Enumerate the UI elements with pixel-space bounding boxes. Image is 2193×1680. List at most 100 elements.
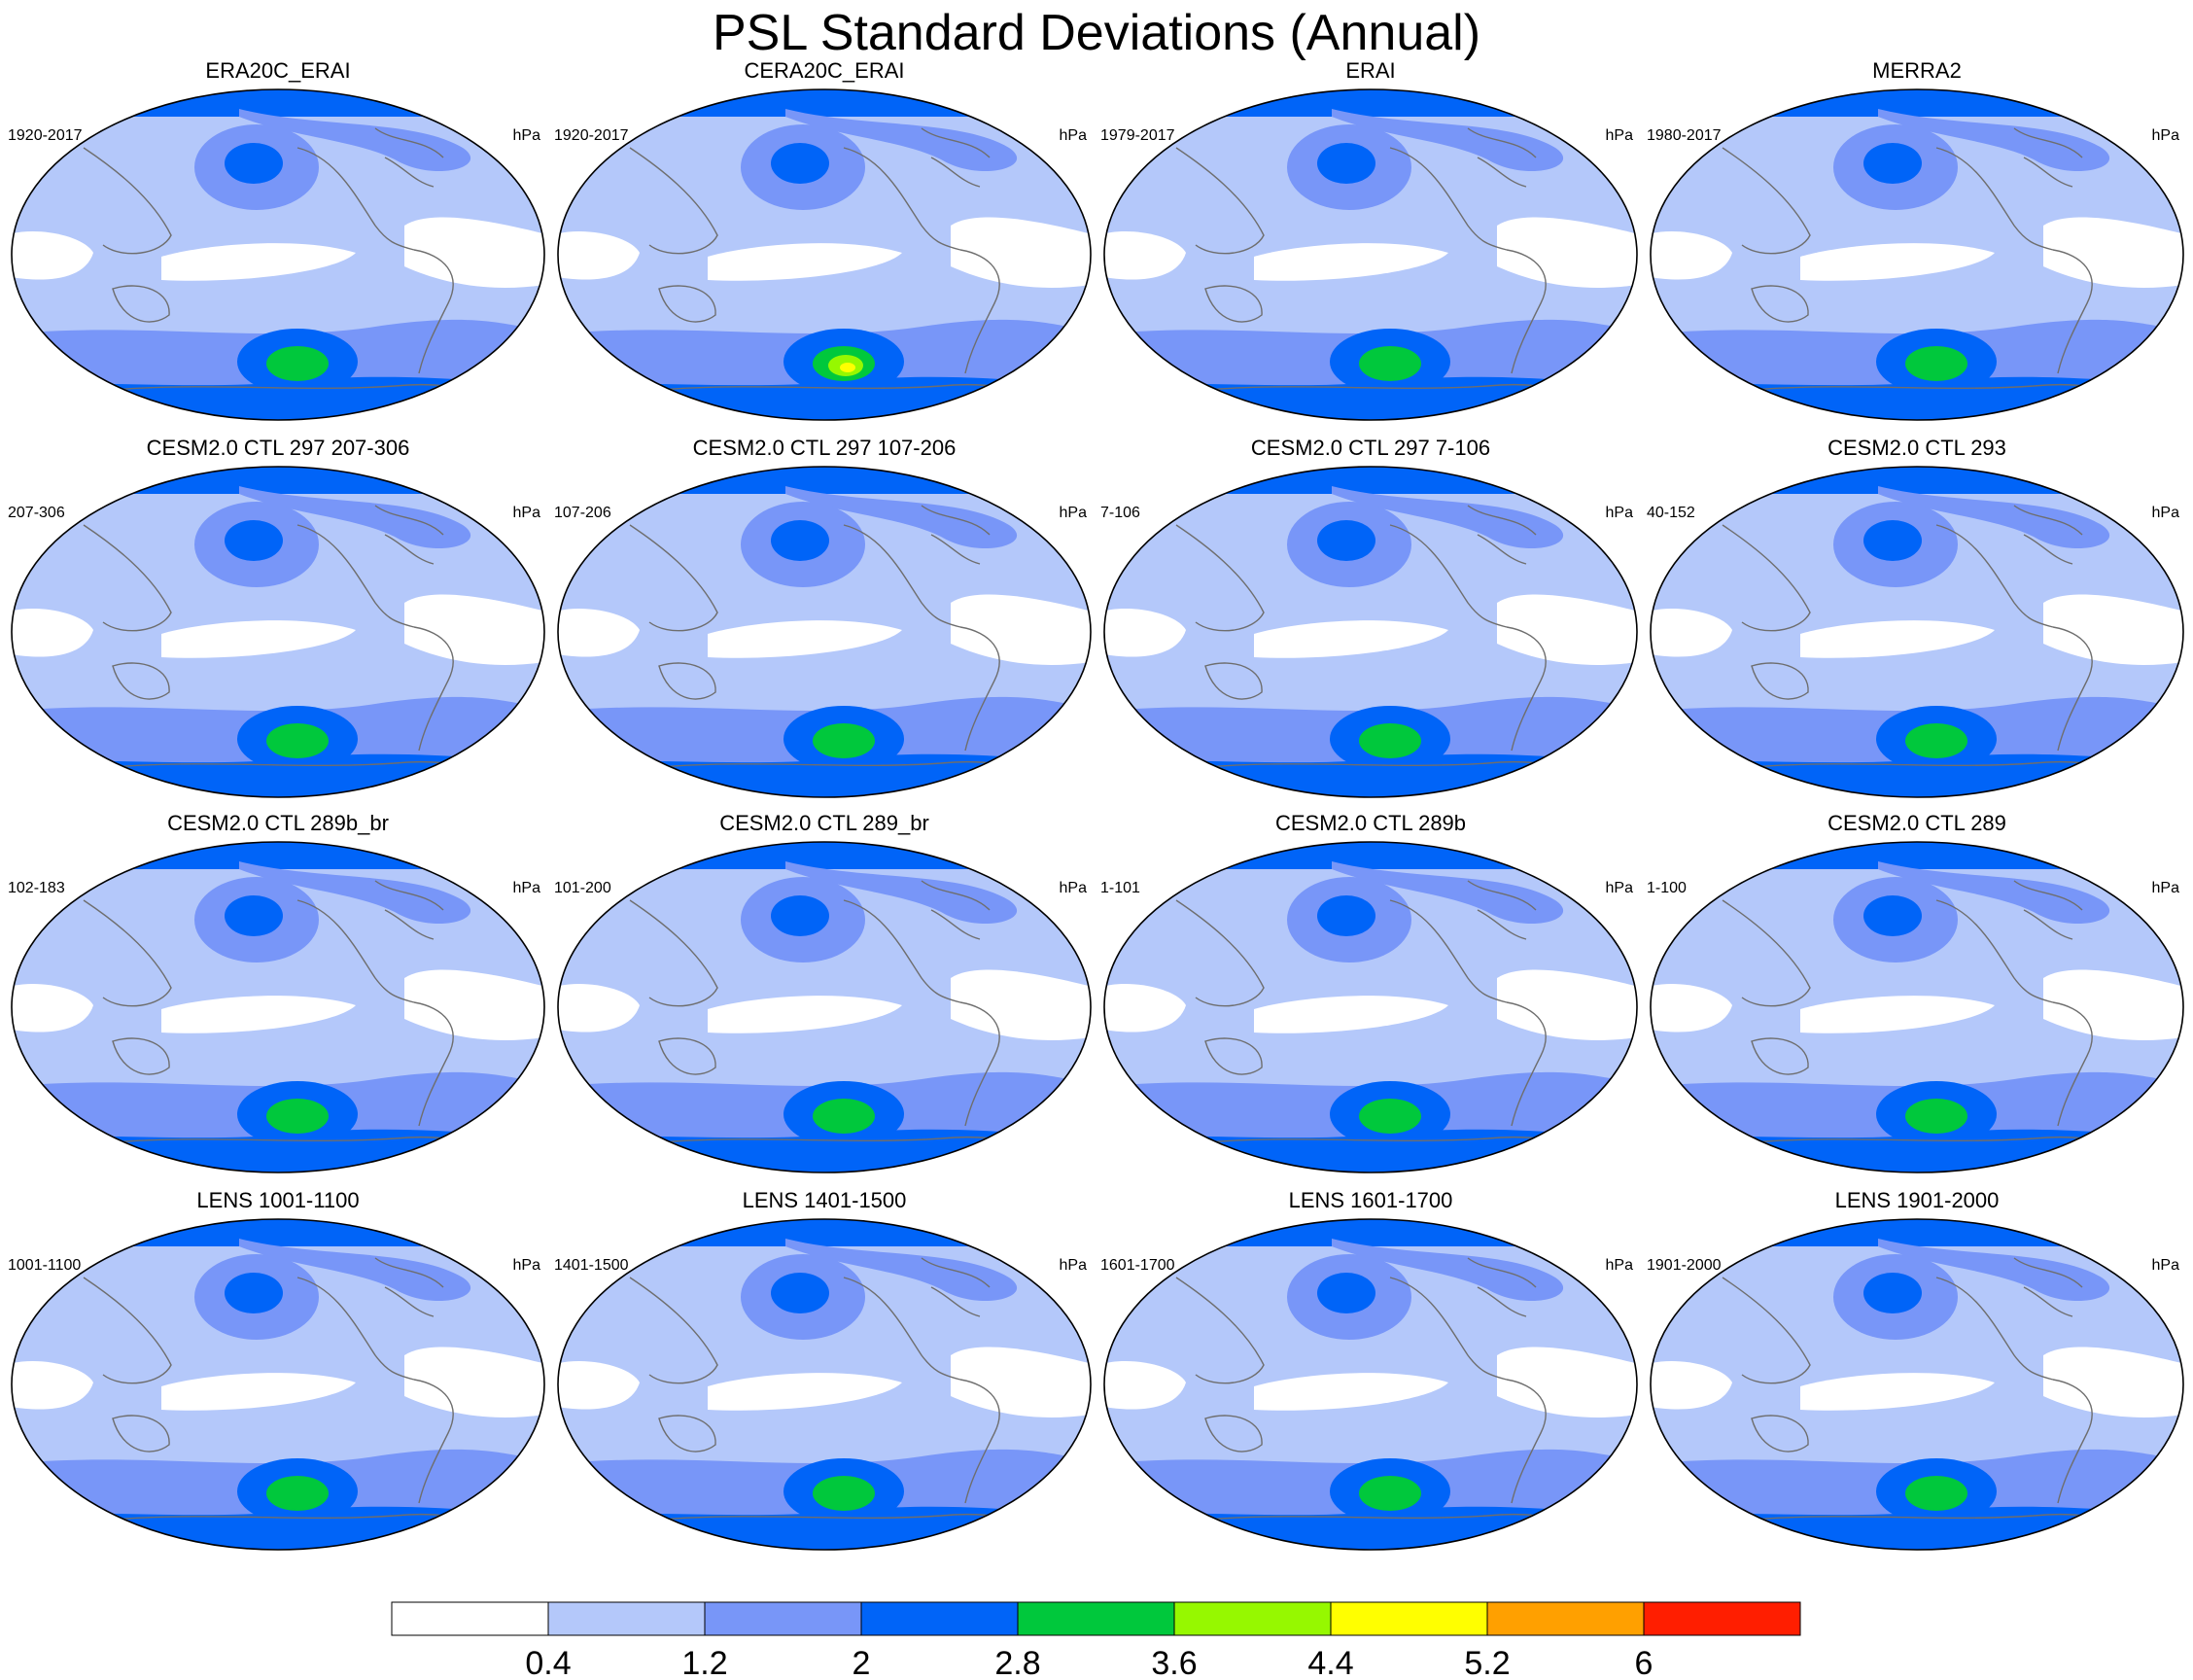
panel-title: LENS 1601-1700 (1289, 1188, 1453, 1212)
panel-units: hPa (513, 505, 541, 521)
map-panel: ERAI 1979-2017 hPa (1100, 58, 1638, 421)
map-panel: LENS 1001-1100 1001-1100 hPa (8, 1188, 545, 1551)
panel-units: hPa (513, 880, 541, 896)
map-border (11, 466, 545, 798)
panel-period: 1980-2017 (1647, 127, 1722, 144)
map-panel: CESM2.0 CTL 289b 1-101 hPa (1100, 811, 1638, 1173)
panel-units: hPa (2152, 505, 2180, 521)
map-border (1103, 1218, 1638, 1551)
colorbar-tick-label: 5.2 (1464, 1645, 1510, 1680)
panel-period: 40-152 (1647, 505, 1695, 521)
panel-units: hPa (1060, 127, 1088, 144)
map-border (1650, 841, 2184, 1173)
map-panel: LENS 1901-2000 1901-2000 hPa (1647, 1188, 2184, 1551)
panel-title: CESM2.0 CTL 297 7-106 (1251, 436, 1490, 460)
panel-units: hPa (1606, 880, 1634, 896)
colorbar-swatch (704, 1601, 862, 1636)
colorbar-tick-label: 2 (853, 1645, 871, 1680)
coastlines (629, 127, 1039, 394)
panel-period: 101-200 (554, 880, 611, 896)
map-panel: CESM2.0 CTL 289_br 101-200 hPa (554, 811, 1092, 1173)
panel-period: 1920-2017 (554, 127, 629, 144)
panel-title: CESM2.0 CTL 293 (1828, 436, 2006, 460)
coastlines (1722, 505, 2132, 771)
colorbar-tick-label: 2.8 (994, 1645, 1040, 1680)
figure-title: PSL Standard Deviations (Annual) (712, 5, 1481, 61)
map-panel: CESM2.0 CTL 297 7-106 7-106 hPa (1100, 436, 1638, 798)
coastlines (629, 1257, 1039, 1523)
map-panel: CERA20C_ERAI 1920-2017 hPa (554, 58, 1092, 421)
panel-title: CESM2.0 CTL 289b_br (167, 811, 389, 835)
colorbar-tick-label: 3.6 (1151, 1645, 1197, 1680)
panel-period: 1401-1500 (554, 1257, 629, 1274)
colorbar-swatch (1017, 1601, 1175, 1636)
map-border (1650, 88, 2184, 421)
panel-units: hPa (1606, 127, 1634, 144)
panel-period: 207-306 (8, 505, 65, 521)
colorbar-swatch (547, 1601, 706, 1636)
colorbar-tick-label: 4.4 (1307, 1645, 1353, 1680)
panel-period: 1979-2017 (1100, 127, 1175, 144)
map-border (1650, 466, 2184, 798)
colorbar-swatch (1330, 1601, 1488, 1636)
panel-units: hPa (1060, 505, 1088, 521)
panel-units: hPa (1606, 1257, 1634, 1274)
colorbar-swatch (1643, 1601, 1801, 1636)
map-border (1103, 841, 1638, 1173)
map-border (11, 1218, 545, 1551)
panel-title: CERA20C_ERAI (744, 58, 904, 83)
panel-title: MERRA2 (1872, 58, 1962, 83)
colorbar-swatch (860, 1601, 1019, 1636)
panel-period: 1-101 (1100, 880, 1140, 896)
panel-units: hPa (2152, 880, 2180, 896)
panel-units: hPa (1606, 505, 1634, 521)
panel-units: hPa (2152, 127, 2180, 144)
map-border (557, 466, 1092, 798)
panel-period: 1920-2017 (8, 127, 83, 144)
coastlines (1175, 127, 1585, 394)
colorbar-tick-label: 6 (1635, 1645, 1653, 1680)
panel-title: CESM2.0 CTL 289 (1828, 811, 2006, 835)
coastlines (1722, 127, 2132, 394)
colorbar-swatch (391, 1601, 549, 1636)
map-border (1650, 1218, 2184, 1551)
panel-title: CESM2.0 CTL 297 207-306 (147, 436, 410, 460)
panel-period: 107-206 (554, 505, 611, 521)
map-panel: CESM2.0 CTL 297 107-206 107-206 hPa (554, 436, 1092, 798)
panel-units: hPa (513, 1257, 541, 1274)
colorbar-swatch (1486, 1601, 1645, 1636)
panel-title: CESM2.0 CTL 289_br (719, 811, 929, 835)
panel-units: hPa (2152, 1257, 2180, 1274)
coastlines (1175, 880, 1585, 1146)
map-border (557, 841, 1092, 1173)
map-panel: ERA20C_ERAI 1920-2017 hPa (8, 58, 545, 421)
colorbar: 0.4 1.2 2 2.8 3.6 4.4 5.2 6 (391, 1601, 1801, 1680)
map-panel: LENS 1601-1700 1601-1700 hPa (1100, 1188, 1638, 1551)
colorbar-swatch (1173, 1601, 1332, 1636)
panel-title: LENS 1901-2000 (1835, 1188, 2000, 1212)
panel-title: ERA20C_ERAI (205, 58, 350, 83)
map-panel: CESM2.0 CTL 297 207-306 207-306 hPa (8, 436, 545, 798)
panel-title: ERAI (1345, 58, 1395, 83)
colorbar-tick-label: 1.2 (681, 1645, 727, 1680)
panel-title: LENS 1401-1500 (743, 1188, 907, 1212)
panel-period: 1-100 (1647, 880, 1687, 896)
panel-period: 7-106 (1100, 505, 1140, 521)
panel-title: CESM2.0 CTL 297 107-206 (693, 436, 957, 460)
panel-period: 1001-1100 (8, 1257, 81, 1274)
map-panel: CESM2.0 CTL 289b_br 102-183 hPa (8, 811, 545, 1173)
panel-period: 1601-1700 (1100, 1257, 1175, 1274)
map-border (557, 88, 1092, 421)
panel-title: LENS 1001-1100 (196, 1188, 359, 1212)
map-border (11, 841, 545, 1173)
map-border (1103, 466, 1638, 798)
map-border (11, 88, 545, 421)
colorbar-tick-label: 0.4 (525, 1645, 571, 1680)
map-panel: MERRA2 1980-2017 hPa (1647, 58, 2184, 421)
map-panel: CESM2.0 CTL 289 1-100 hPa (1647, 811, 2184, 1173)
panel-units: hPa (1060, 1257, 1088, 1274)
map-panel: CESM2.0 CTL 293 40-152 hPa (1647, 436, 2184, 798)
map-panel-grid: ERA20C_ERAI 1920-2017 hPa CERA20C_ERAI 1920-… (8, 58, 2184, 1551)
map-border (1103, 88, 1638, 421)
map-panel: LENS 1401-1500 1401-1500 hPa (554, 1188, 1092, 1551)
